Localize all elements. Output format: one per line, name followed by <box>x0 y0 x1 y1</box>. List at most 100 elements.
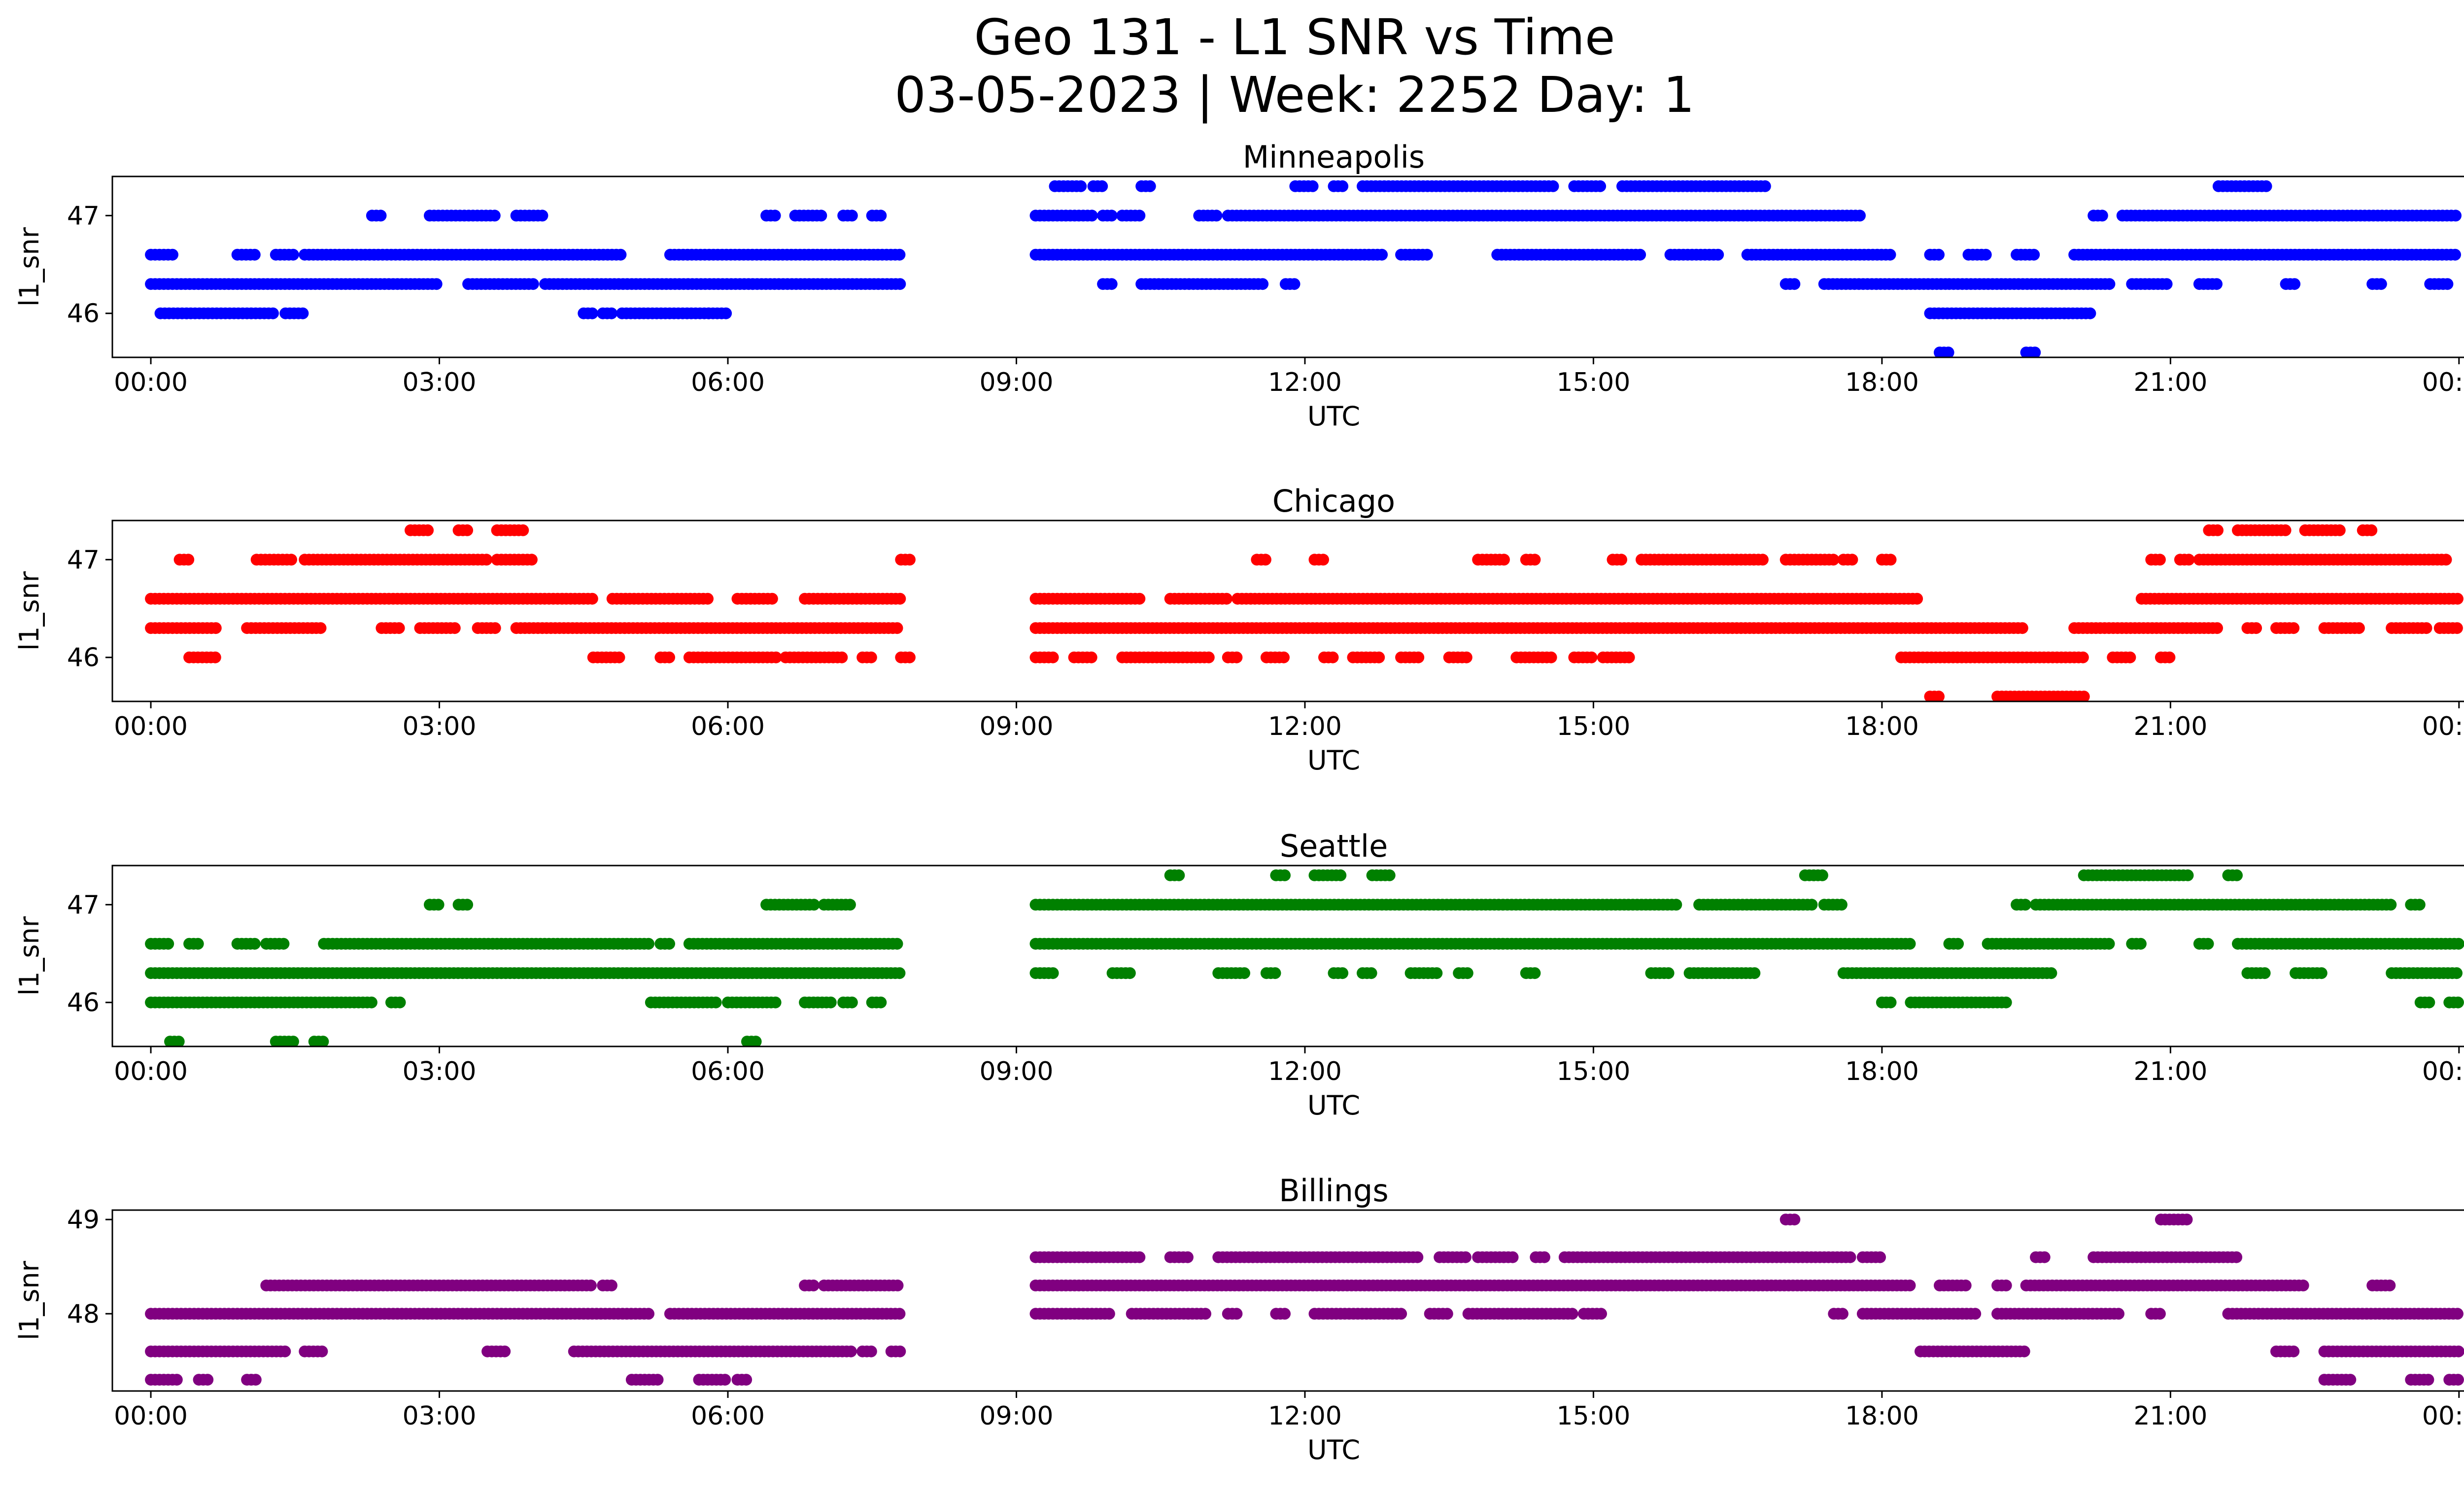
data-point <box>865 1345 877 1357</box>
data-point <box>1529 967 1541 979</box>
data-point <box>613 651 625 663</box>
data-point <box>279 1345 291 1357</box>
data-point <box>1756 554 1769 566</box>
data-point <box>770 651 782 663</box>
x-tick-label: 21:00 <box>2133 1057 2207 1086</box>
data-point <box>536 209 548 222</box>
data-point <box>287 1036 299 1046</box>
data-point <box>663 651 675 663</box>
data-point <box>1431 967 1443 979</box>
x-tick-label: 12:00 <box>1268 1057 1342 1086</box>
data-point <box>1884 554 1897 566</box>
data-point <box>1421 248 1433 261</box>
data-point <box>1306 180 1319 192</box>
data-point <box>846 209 858 222</box>
x-tick-label: 15:00 <box>1556 712 1630 741</box>
data-point <box>432 899 445 911</box>
x-tick-label: 21:00 <box>2133 368 2207 397</box>
data-point <box>769 209 781 222</box>
chart-seattle-points <box>145 869 2464 1046</box>
data-point <box>2212 524 2224 536</box>
data-point <box>1595 1308 1607 1320</box>
data-point <box>162 938 174 950</box>
data-point <box>844 899 856 911</box>
data-point <box>1278 651 1290 663</box>
data-point <box>1545 651 1557 663</box>
data-point <box>740 1374 753 1386</box>
data-point <box>1547 180 1559 192</box>
data-point <box>891 622 903 634</box>
data-point <box>1259 554 1271 566</box>
data-point <box>287 248 299 261</box>
data-point <box>1202 651 1215 663</box>
data-point <box>2452 996 2464 1008</box>
data-point <box>1498 554 1510 566</box>
data-point <box>317 1036 329 1046</box>
data-point <box>1279 869 1291 881</box>
data-point <box>643 938 654 950</box>
data-point <box>2154 1308 2166 1320</box>
chart-chicago-y-axis-label: l1_snr <box>14 571 45 651</box>
data-point <box>517 524 529 536</box>
chart-minneapolis-title: Minneapolis <box>1243 139 1425 175</box>
data-point <box>845 1345 857 1357</box>
data-point <box>1952 938 1964 950</box>
data-point <box>314 622 327 634</box>
data-point <box>1103 1308 1115 1320</box>
data-point <box>815 209 827 222</box>
x-tick-label: 18:00 <box>1845 712 1919 741</box>
data-point <box>2279 524 2292 536</box>
data-point <box>1506 1251 1519 1263</box>
y-tick-label: 46 <box>67 643 100 673</box>
x-tick-label: 03:00 <box>403 368 477 397</box>
data-point <box>1257 278 1269 290</box>
data-point <box>1124 967 1136 979</box>
data-point <box>2016 622 2028 634</box>
data-point <box>893 248 906 261</box>
data-point <box>2163 651 2176 663</box>
data-point <box>2077 651 2089 663</box>
subplots: 00:00 03:00 06:00 09:00 12:00 15:00 18:00 21:00… <box>14 139 2464 1465</box>
data-point <box>891 938 903 950</box>
data-point <box>2451 1308 2464 1320</box>
data-point <box>824 996 837 1008</box>
data-point <box>1133 1251 1146 1263</box>
chart-minneapolis-y-axis-label: l1_snr <box>14 227 45 307</box>
data-point <box>1933 691 1945 701</box>
data-point <box>1336 967 1349 979</box>
data-point <box>710 996 722 1008</box>
data-point <box>393 622 405 634</box>
data-point <box>2211 278 2223 290</box>
chart-seattle-x-axis-label: UTC <box>1307 1090 1360 1121</box>
data-point <box>1460 651 1472 663</box>
x-tick-label: 09:00 <box>980 1057 1054 1086</box>
data-point <box>1634 248 1646 261</box>
y-tick-label: 47 <box>67 545 100 575</box>
data-point <box>2250 622 2262 634</box>
data-point <box>2202 938 2214 950</box>
data-point <box>1373 651 1385 663</box>
data-point <box>894 1345 906 1357</box>
data-point <box>1904 1279 1916 1291</box>
data-point <box>1395 1308 1407 1320</box>
data-point <box>525 554 538 566</box>
data-point <box>2134 938 2147 950</box>
data-point <box>584 1279 597 1291</box>
data-point <box>750 1036 762 1046</box>
data-point <box>1854 209 1866 222</box>
data-point <box>2333 524 2346 536</box>
x-tick-label: 06:00 <box>691 368 765 397</box>
data-point <box>2375 278 2387 290</box>
data-point <box>499 1345 511 1357</box>
data-point <box>192 938 204 950</box>
data-point <box>1662 967 1675 979</box>
x-tick-label: 00:00 <box>2422 368 2464 397</box>
data-point <box>903 554 916 566</box>
data-point <box>248 938 261 950</box>
data-point <box>1047 967 1059 979</box>
data-point <box>1181 1251 1194 1263</box>
data-point <box>2000 996 2012 1008</box>
data-point <box>394 996 406 1008</box>
data-point <box>1816 869 1828 881</box>
